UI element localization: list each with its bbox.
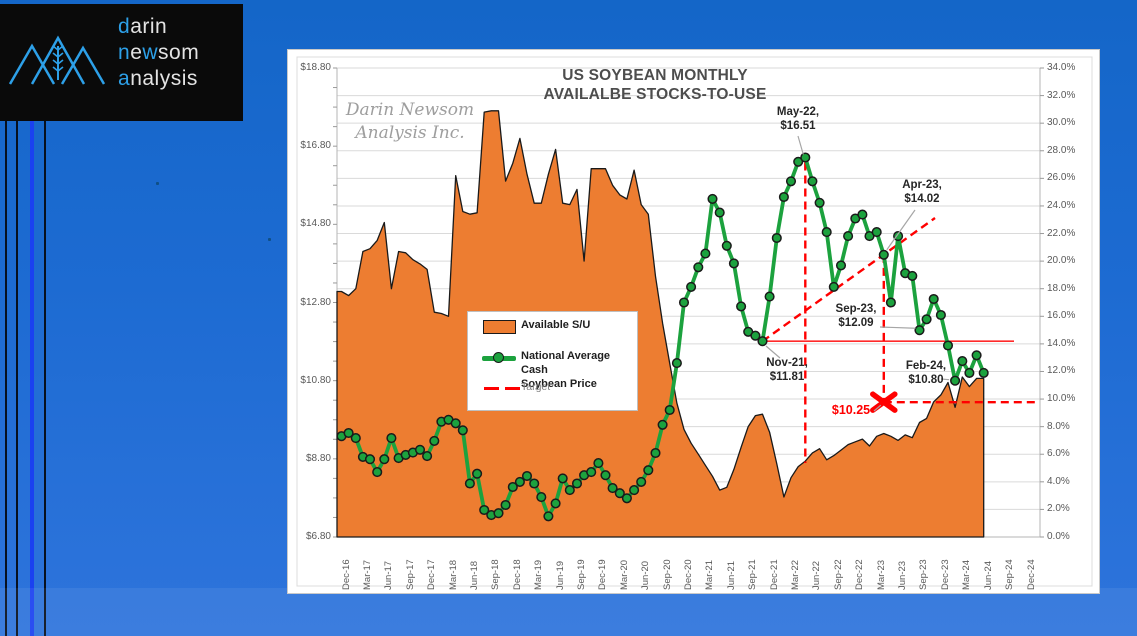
y-axis-label: $8.80 bbox=[305, 452, 331, 464]
x-axis-label: Mar-19 bbox=[533, 559, 545, 590]
x-axis-label: Jun-20 bbox=[640, 560, 652, 590]
x-axis-label: Jun-23 bbox=[897, 560, 909, 590]
x-axis-label: Sep-21 bbox=[747, 559, 759, 590]
x-axis-label: Dec-18 bbox=[511, 559, 523, 590]
background-window-edge bbox=[5, 121, 7, 636]
y-axis-label: $16.80 bbox=[300, 140, 331, 152]
y-axis-label: 22.0% bbox=[1047, 227, 1076, 239]
x-axis-label: Sep-19 bbox=[575, 559, 587, 590]
y-axis-label: 24.0% bbox=[1047, 199, 1076, 211]
chart-legend: Available S/U National Average Cash Soyb… bbox=[467, 311, 638, 411]
chart-title-line2: AVAILALBE STOCKS-TO-USE bbox=[543, 86, 767, 103]
legend-label-target: Target bbox=[521, 381, 551, 393]
legend-area-swatch bbox=[483, 320, 516, 334]
x-axis-label: Jun-18 bbox=[468, 560, 480, 590]
legend-target-dash bbox=[484, 387, 499, 390]
mountains-wheat-icon bbox=[8, 35, 106, 85]
x-axis-label: Mar-20 bbox=[618, 559, 630, 590]
y-axis-label: $14.80 bbox=[300, 218, 331, 230]
y-axis-label: 28.0% bbox=[1047, 144, 1076, 156]
watermark-line2: Analysis Inc. bbox=[355, 123, 465, 143]
y-axis-label: 0.0% bbox=[1047, 531, 1070, 542]
chart-title: US SOYBEAN MONTHLY AVAILALBE STOCKS-TO-U… bbox=[455, 66, 855, 104]
annotation-apr23: Apr-23, $14.02 bbox=[902, 179, 942, 205]
x-axis-label: Mar-24 bbox=[961, 559, 973, 590]
y-axis-label: 26.0% bbox=[1047, 172, 1076, 184]
y-axis-label: 2.0% bbox=[1047, 503, 1070, 515]
x-axis-label: Jun-22 bbox=[811, 560, 823, 590]
y-axis-label: $18.80 bbox=[300, 62, 331, 73]
x-axis-label: Mar-17 bbox=[361, 559, 373, 590]
x-axis-label: Dec-20 bbox=[683, 559, 694, 590]
x-axis-label: Dec-16 bbox=[340, 559, 352, 590]
background-window-edge bbox=[16, 121, 18, 636]
dna-logo: darin newsom analysis bbox=[0, 4, 243, 121]
x-axis-label: Jun-17 bbox=[383, 560, 395, 590]
x-axis-label: Mar-22 bbox=[790, 559, 802, 590]
x-axis-label: Jun-19 bbox=[554, 560, 566, 590]
y-axis-label: 32.0% bbox=[1047, 89, 1076, 101]
legend-label-cash-price: National Average Cash Soybean Price bbox=[521, 350, 611, 390]
y-axis-label: 18.0% bbox=[1047, 282, 1076, 294]
background-window-edge bbox=[44, 121, 46, 636]
annotation-nov21: Nov-21, $11.81 bbox=[766, 357, 808, 383]
y-axis-label: 6.0% bbox=[1047, 448, 1070, 460]
x-axis-label: Dec-24 bbox=[1025, 559, 1037, 590]
x-axis-label: Sep-22 bbox=[832, 559, 844, 590]
x-axis-label: Sep-18 bbox=[490, 559, 502, 590]
y-axis-label: $6.80 bbox=[305, 531, 331, 542]
taskbar-band bbox=[0, 588, 1137, 636]
x-axis-label: Sep-24 bbox=[1004, 559, 1016, 590]
y-axis-label: 16.0% bbox=[1047, 310, 1076, 322]
x-axis-label: Dec-22 bbox=[854, 559, 866, 590]
y-axis-label: $10.80 bbox=[300, 374, 331, 386]
y-axis-label: 10.0% bbox=[1047, 393, 1076, 405]
x-axis-label: Sep-20 bbox=[661, 559, 673, 590]
y-axis-label: 30.0% bbox=[1047, 117, 1076, 129]
x-axis-label: Jun-21 bbox=[725, 560, 737, 590]
x-axis-label: Dec-17 bbox=[426, 559, 438, 590]
chart-title-line1: US SOYBEAN MONTHLY bbox=[562, 67, 748, 84]
background-window-edge bbox=[30, 121, 34, 636]
legend-target-dash bbox=[505, 387, 520, 390]
x-axis-label: Mar-21 bbox=[704, 559, 716, 590]
desktop-speck bbox=[268, 238, 271, 241]
watermark: Darin Newsom Analysis Inc. bbox=[330, 99, 490, 145]
y-axis-label: 12.0% bbox=[1047, 365, 1076, 377]
desktop-speck bbox=[156, 182, 159, 185]
annotation-feb24: Feb-24, $10.80 bbox=[905, 360, 947, 386]
x-axis-label: Dec-19 bbox=[597, 559, 609, 590]
y-axis-label: 8.0% bbox=[1047, 420, 1070, 432]
annotation-may22: May-22, $16.51 bbox=[776, 106, 820, 132]
annotation-target-price: $10.25 bbox=[831, 403, 871, 417]
annotation-sep23: Sep-23, $12.09 bbox=[835, 303, 877, 329]
x-axis-label: Sep-23 bbox=[918, 559, 930, 590]
watermark-line1: Darin Newsom bbox=[345, 100, 475, 120]
x-axis-label: Sep-17 bbox=[404, 559, 416, 590]
x-axis-label: Jun-24 bbox=[982, 560, 994, 590]
y-axis-label: 20.0% bbox=[1047, 255, 1076, 267]
legend-label-available-su: Available S/U bbox=[521, 319, 591, 331]
x-axis-label: Dec-21 bbox=[768, 559, 780, 590]
brand-wordmark: darin newsom analysis bbox=[118, 15, 200, 90]
y-axis-label: 34.0% bbox=[1047, 62, 1076, 73]
x-axis-label: Mar-18 bbox=[447, 559, 459, 590]
x-axis-label: Mar-23 bbox=[875, 559, 887, 590]
y-axis-label: $12.80 bbox=[300, 296, 331, 308]
x-axis-label: Dec-23 bbox=[939, 559, 951, 590]
y-axis-label: 14.0% bbox=[1047, 337, 1076, 349]
legend-line-marker bbox=[493, 352, 504, 363]
y-axis-label: 4.0% bbox=[1047, 475, 1070, 487]
